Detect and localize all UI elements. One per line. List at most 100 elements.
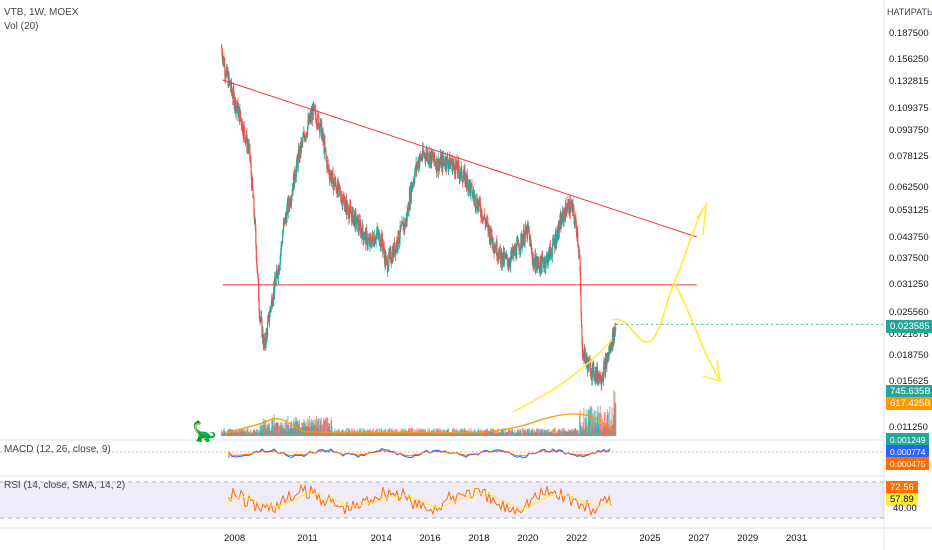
price-candle-body (379, 244, 381, 246)
price-candle-body (355, 223, 358, 226)
price-candle-body (320, 119, 322, 122)
price-candle-body (442, 155, 444, 169)
volume-bar (336, 430, 338, 436)
price-candle-body (382, 243, 384, 252)
price-candle-body (331, 171, 333, 178)
price-candle-body (413, 181, 415, 183)
price-candle-body (609, 344, 611, 354)
volume-bar (262, 418, 264, 436)
price-candle-body (497, 254, 499, 258)
price-candle-body (364, 232, 366, 239)
price-candle-body (304, 137, 306, 141)
price-candle-body (332, 181, 334, 189)
price-candle-body (321, 132, 323, 139)
price-candle-body (225, 70, 227, 78)
price-candle-body (279, 255, 281, 265)
price-candle-body (608, 352, 610, 358)
price-candle-body (230, 80, 233, 90)
price-candle-body (531, 250, 533, 259)
price-candle-body (222, 57, 224, 61)
price-candle-body (450, 162, 452, 164)
price-candle-body (473, 196, 475, 200)
volume-bar (615, 403, 617, 436)
price-candle-body (445, 157, 447, 167)
volume-bar (585, 409, 587, 436)
price-candle-body (252, 189, 254, 199)
price-candle-body (280, 251, 282, 256)
price-candle-body (517, 240, 520, 246)
price-candle-body (491, 229, 493, 239)
price-candle-body (533, 261, 536, 267)
price-candle-body (235, 106, 238, 108)
price-tick-label: 0.053125 (889, 204, 929, 216)
price-tick-label: 0.015625 (889, 375, 929, 387)
price-candle-body (289, 198, 291, 206)
price-candle-body (572, 204, 575, 210)
volume-bar (577, 430, 579, 436)
price-candle-body (421, 157, 423, 160)
price-candle-body (538, 262, 540, 269)
price-candle-body (317, 113, 319, 126)
price-candle-body (381, 234, 383, 244)
price-candle-body (399, 225, 401, 239)
price-candle-body (515, 247, 517, 258)
price-candle-body (376, 232, 378, 235)
price-candle-body (505, 255, 507, 258)
price-candle-body (386, 260, 389, 272)
price-candle-body (268, 316, 271, 322)
price-candle-body (267, 317, 269, 323)
volume-bar (586, 426, 588, 436)
symbol-title: VTB, 1W, MOEX (4, 7, 79, 18)
price-candle-body (427, 161, 429, 163)
price-tick-label: 0.025560 (889, 307, 929, 319)
price-candle-body (538, 258, 540, 263)
price-candle-body (579, 258, 581, 273)
price-candle-body (233, 88, 235, 95)
price-candle-body (575, 216, 577, 224)
rsi-line (228, 483, 612, 517)
price-candle-body (458, 164, 460, 172)
price-candle-body (522, 238, 524, 246)
price-candle-body (468, 180, 470, 190)
volume-bar (592, 417, 594, 436)
rsi-pane-label[interactable]: RSI (14, close, SMA, 14, 2) (4, 480, 126, 491)
tradingview-logo-icon: 🦕 (192, 419, 217, 443)
price-candle-body (314, 106, 316, 109)
price-candle-body (302, 137, 304, 143)
volume-bar (493, 428, 495, 436)
price-candle-body (449, 155, 451, 169)
price-candle-body (575, 223, 577, 233)
scale-mode-label[interactable]: НАТИРАТЬ (887, 7, 932, 17)
price-candle-body (405, 222, 407, 227)
price-candle-body (382, 248, 384, 252)
price-candle-body (391, 261, 393, 263)
price-candle-body (543, 262, 545, 268)
price-candle-body (536, 258, 538, 267)
price-candle-body (406, 211, 408, 222)
price-candle-body (296, 158, 298, 161)
price-candle-body (553, 239, 555, 243)
macd-signal-tag: 0.000475 (886, 457, 930, 470)
price-candle-body (496, 241, 498, 257)
price-candle-body (231, 89, 233, 93)
macd-pane-label[interactable]: MACD (12, 26, close, 9) (4, 444, 111, 455)
price-candle-body (399, 238, 401, 243)
price-candle-body (433, 152, 436, 161)
volume-bar (561, 428, 563, 436)
price-candle-body (582, 355, 584, 358)
price-candle-body (431, 151, 433, 165)
volume-bar (495, 430, 498, 436)
price-candle-body (579, 252, 581, 259)
price-candle-body (413, 182, 415, 184)
volume-bar (257, 429, 259, 436)
price-candle-body (414, 174, 416, 183)
volume-indicator-label[interactable]: Vol (20) (4, 21, 39, 32)
price-candle-body (346, 202, 349, 210)
price-candle-body (340, 198, 342, 203)
price-candle-body (492, 238, 494, 248)
price-candle-body (224, 63, 226, 76)
price-candle-body (579, 272, 582, 293)
price-candle-body (438, 163, 440, 172)
price-candle-body (335, 180, 337, 185)
